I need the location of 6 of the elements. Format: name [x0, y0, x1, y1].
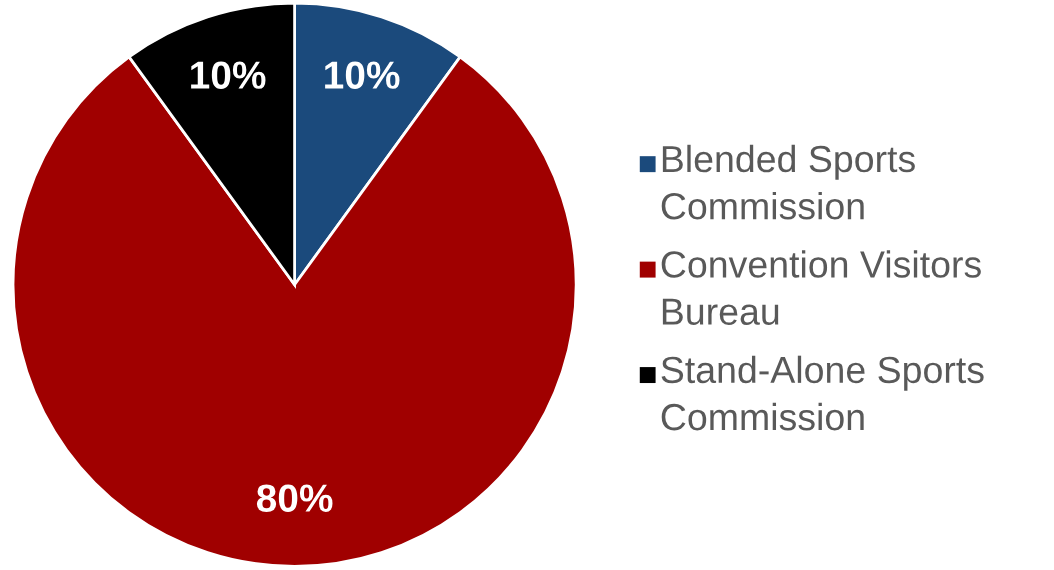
data-label: 80% — [256, 484, 333, 512]
data-label: 10% — [191, 61, 266, 89]
legend-label: Stand-Alone Sports Commission — [661, 355, 984, 431]
legend-label: Blended Sports Commission — [661, 144, 915, 220]
data-label: 10% — [325, 61, 400, 89]
legend-label: Convention Visitors Bureau — [661, 250, 981, 325]
